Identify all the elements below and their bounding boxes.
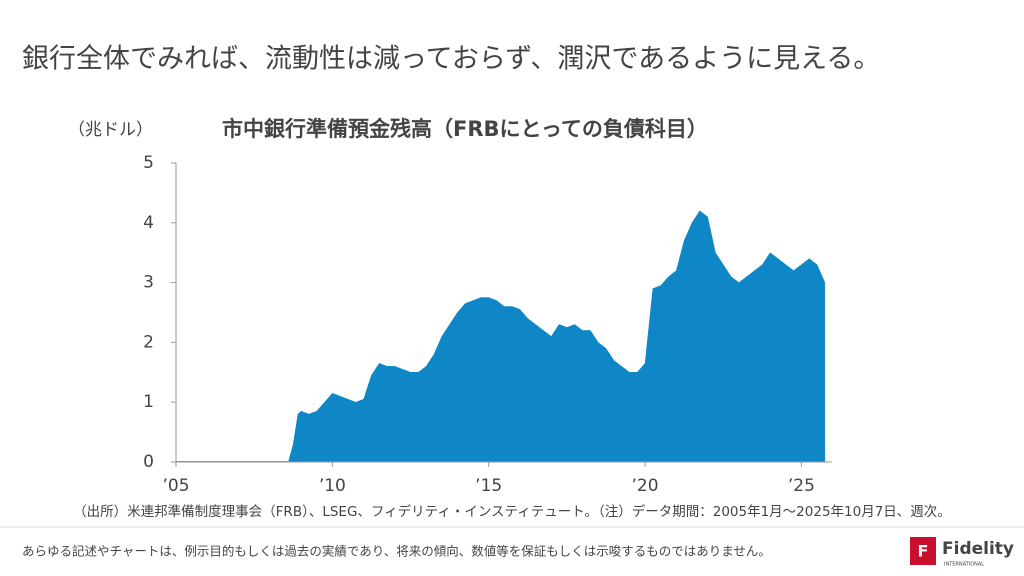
x-tick-label: ’10 xyxy=(319,476,346,496)
x-tick-label: ’20 xyxy=(632,476,659,496)
y-tick-label: 3 xyxy=(143,273,154,293)
logo-subtext: INTERNATIONAL xyxy=(944,562,984,568)
y-tick-label: 0 xyxy=(143,452,154,472)
x-tick-label: ’05 xyxy=(162,476,189,496)
disclaimer: あらゆる記述やチャートは、例示目的もしくは過去の実績であり、将来の傾向、数値等を… xyxy=(22,544,771,559)
y-axis-label: （兆ドル） xyxy=(68,120,153,140)
y-tick-label: 2 xyxy=(143,332,154,352)
y-tick-label: 4 xyxy=(143,213,154,233)
y-tick-label: 5 xyxy=(143,153,154,173)
logo-icon xyxy=(910,537,936,565)
slide-title: 銀行全体でみれば、流動性は減っておらず、潤沢であるように見える。 xyxy=(22,44,880,75)
x-tick-label: ’15 xyxy=(475,476,502,496)
plot: 0 1 2 3 4 5 ’05 ’10 ’15 ’20 ’25 xyxy=(143,153,832,496)
logo-icon-letter: F xyxy=(918,542,929,561)
y-tick-label: 1 xyxy=(143,392,154,412)
chart-title: 市中銀行準備預金残高（FRBにとっての負債科目） xyxy=(222,117,708,141)
source-note: （出所）米連邦準備制度理事会（FRB）、LSEG、フィデリティ・インスティテュー… xyxy=(73,503,951,520)
x-tick-label: ’25 xyxy=(788,476,815,496)
area xyxy=(175,210,826,463)
logo-text: Fidelity xyxy=(942,539,1014,559)
